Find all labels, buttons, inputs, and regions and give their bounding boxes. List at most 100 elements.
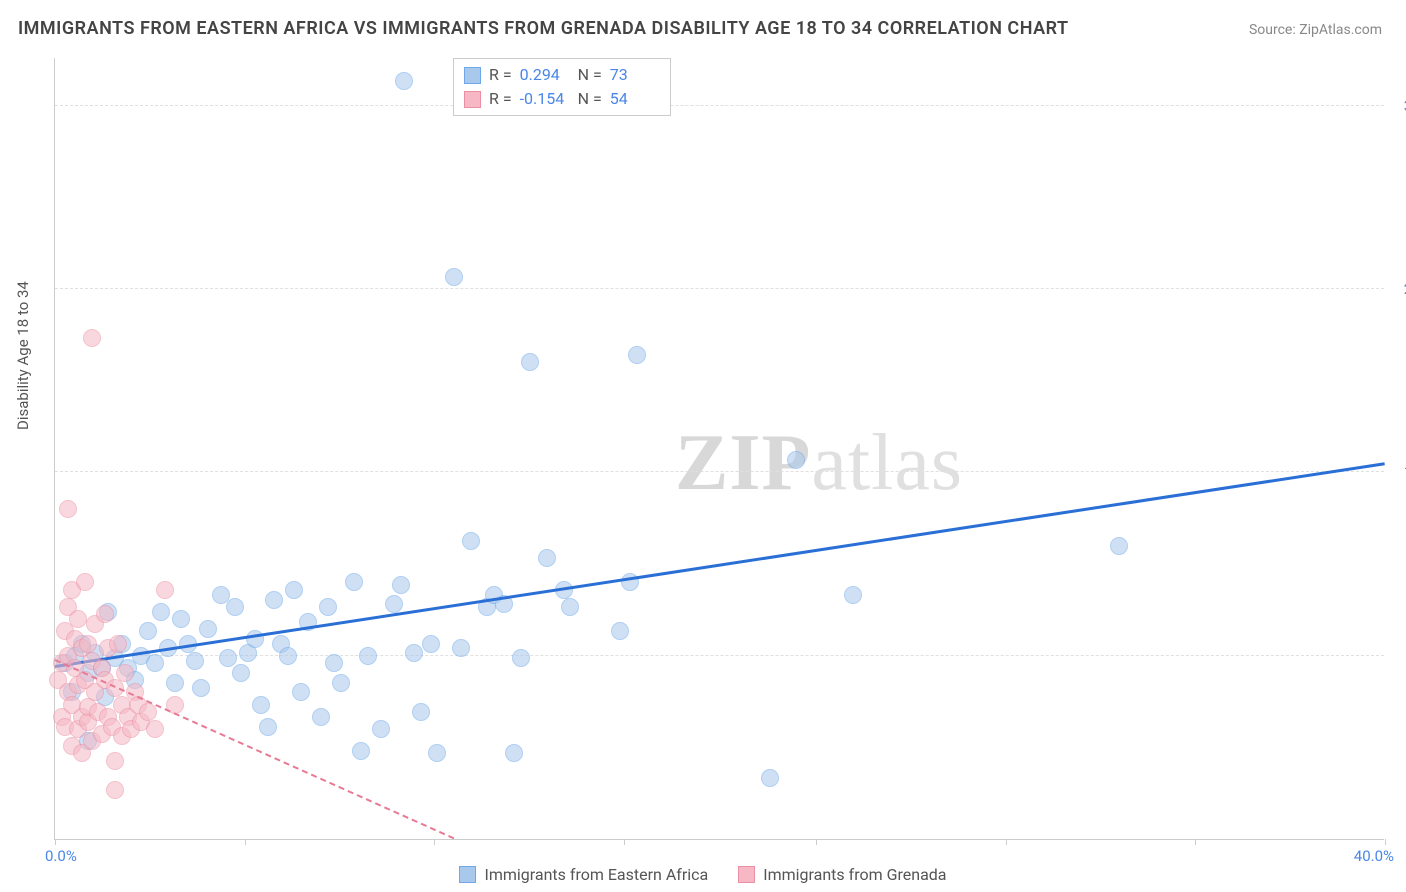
data-point [292,683,310,701]
data-point [422,635,440,653]
stats-legend-box: R = 0.294 N = 73 R = -0.154 N = 54 [453,58,671,116]
source-label: Source: ZipAtlas.com [1249,22,1382,38]
data-point [219,649,237,667]
swatch-series-1 [464,91,481,108]
stat-r-val-1: -0.154 [520,87,570,111]
chart-title: IMMIGRANTS FROM EASTERN AFRICA VS IMMIGR… [18,18,1069,39]
data-point [512,649,530,667]
legend-label-0: Immigrants from Eastern Africa [484,865,708,884]
xtick [816,839,817,845]
data-point [428,744,446,762]
stat-r-val-0: 0.294 [520,63,570,87]
data-point [392,576,410,594]
bottom-legend: Immigrants from Eastern Africa Immigrant… [0,865,1406,884]
data-point [628,346,646,364]
ytick-label: 30.0% [1389,97,1406,115]
gridline [55,288,1384,289]
data-point [146,654,164,672]
data-point [844,586,862,604]
xtick [1006,839,1007,845]
plot-area: ZIPatlas 7.5%15.0%22.5%30.0%0.0%40.0% [54,58,1384,840]
data-point [372,720,390,738]
data-point [59,500,77,518]
data-point [385,595,403,613]
data-point [521,353,539,371]
data-point [252,696,270,714]
stats-row-series-1: R = -0.154 N = 54 [464,87,660,111]
legend-swatch-0 [459,866,476,883]
data-point [285,581,303,599]
xtick [624,839,625,845]
data-point [139,622,157,640]
data-point [186,652,204,670]
xtick [55,839,56,845]
data-point [761,769,779,787]
data-point [106,781,124,799]
gridline [55,471,1384,472]
data-point [505,744,523,762]
data-point [538,549,556,567]
stat-n-val-1: 54 [610,87,660,111]
swatch-series-0 [464,67,481,84]
watermark: ZIPatlas [675,418,963,509]
data-point [166,674,184,692]
data-point [352,742,370,760]
data-point [452,639,470,657]
data-point [172,610,190,628]
xtick [434,839,435,845]
data-point [312,708,330,726]
watermark-atlas: atlas [811,419,963,507]
data-point [412,703,430,721]
data-point [345,573,363,591]
data-point [69,610,87,628]
xlim-left-label: 0.0% [45,847,77,865]
data-point [79,635,97,653]
legend-item-1: Immigrants from Grenada [738,865,946,884]
data-point [319,598,337,616]
xlim-right-label: 40.0% [1354,847,1394,865]
gridline [55,105,1384,106]
data-point [359,647,377,665]
data-point [395,72,413,90]
legend-item-0: Immigrants from Eastern Africa [459,865,708,884]
xtick [1195,839,1196,845]
data-point [146,720,164,738]
legend-label-1: Immigrants from Grenada [763,865,946,884]
data-point [445,268,463,286]
data-point [199,620,217,638]
data-point [226,598,244,616]
data-point [325,654,343,672]
data-point [232,664,250,682]
data-point [192,679,210,697]
data-point [787,451,805,469]
data-point [561,598,579,616]
data-point [152,603,170,621]
xtick [245,839,246,845]
data-point [76,573,94,591]
data-point [259,718,277,736]
data-point [265,591,283,609]
y-axis-label: Disability Age 18 to 34 [14,281,32,430]
data-point [83,329,101,347]
data-point [279,647,297,665]
data-point [116,664,134,682]
data-point [332,674,350,692]
ytick-label: 7.5% [1389,647,1406,665]
stat-r-label: R = [489,87,512,111]
trend-line [55,659,455,839]
stat-r-label: R = [489,63,512,87]
data-point [246,630,264,648]
data-point [109,635,127,653]
data-point [1110,537,1128,555]
data-point [462,532,480,550]
data-point [405,644,423,662]
ytick-label: 15.0% [1389,463,1406,481]
ytick-label: 22.5% [1389,280,1406,298]
legend-swatch-1 [738,866,755,883]
stats-row-series-0: R = 0.294 N = 73 [464,63,660,87]
data-point [611,622,629,640]
data-point [156,581,174,599]
stat-n-label: N = [578,63,602,87]
trend-line [55,462,1385,668]
data-point [96,605,114,623]
